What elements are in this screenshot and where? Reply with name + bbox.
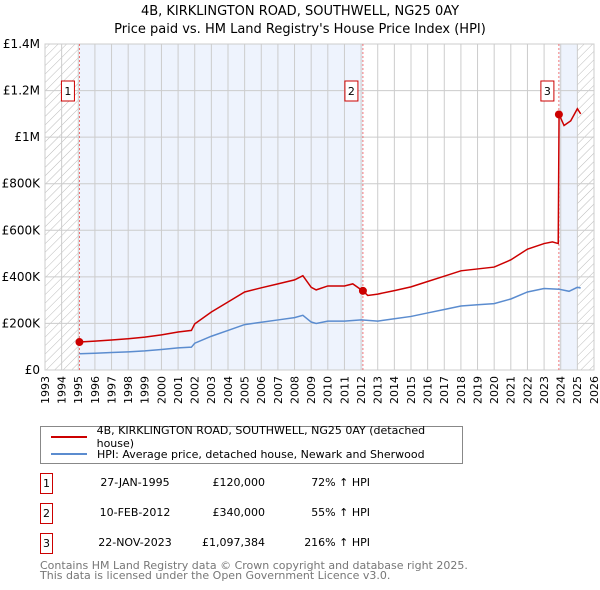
x-tick-label: 1993 (39, 376, 52, 404)
sale-date: 10-FEB-2012 (99, 506, 171, 519)
sale-row: 1 27-JAN-1995 £120,000 72% ↑ HPI (40, 473, 440, 494)
hatched-range (577, 44, 594, 370)
y-tick-label: £200K (2, 316, 42, 330)
sale-label-number: 3 (544, 85, 551, 98)
sale-hpi-diff: 55% ↑ HPI (311, 506, 370, 519)
y-tick-label: £1.4M (3, 37, 40, 51)
x-tick-label: 2017 (438, 376, 451, 404)
x-tick-label: 1997 (105, 376, 118, 404)
x-tick-label: 2012 (355, 376, 368, 404)
shaded-range (558, 44, 578, 370)
x-tick-label: 2003 (205, 376, 218, 404)
sale-row: 3 22-NOV-2023 £1,097,384 216% ↑ HPI (40, 533, 440, 554)
x-tick-label: 2026 (588, 376, 600, 404)
sale-point (358, 286, 367, 295)
x-tick-label: 1995 (72, 376, 85, 404)
x-tick-label: 2004 (222, 376, 235, 404)
sale-number: 2 (40, 503, 53, 524)
x-tick-label: 2025 (571, 376, 584, 404)
y-tick-label: £0 (25, 363, 40, 377)
series-line (79, 286, 581, 355)
x-tick-label: 1998 (122, 376, 135, 404)
x-tick-label: 2000 (155, 376, 168, 404)
x-tick-label: 2002 (189, 376, 202, 404)
x-tick-label: 1999 (139, 376, 152, 404)
price-chart: 1993 1994 1995 1996 1997 1998 1999 2000 2001 2002… (2, 37, 600, 404)
x-tick-label: 2007 (272, 376, 285, 404)
legend-item-property: 4B, KIRKLINGTON ROAD, SOUTHWELL, NG25 0A… (51, 424, 462, 450)
y-tick-label: £400K (2, 270, 42, 284)
sale-label-number: 2 (348, 85, 355, 98)
sale-point (75, 338, 84, 347)
sale-label-box (344, 80, 359, 102)
chart-title: 4B, KIRKLINGTON ROAD, SOUTHWELL, NG25 0A… (140, 4, 460, 19)
chart-subtitle: Price paid vs. HM Land Registry's House … (114, 22, 486, 37)
x-tick-label: 1996 (89, 376, 102, 404)
sale-label-box (540, 80, 555, 102)
x-tick-label: 2011 (338, 376, 351, 404)
legend-label: 4B, KIRKLINGTON ROAD, SOUTHWELL, NG25 0A… (96, 424, 426, 450)
x-tick-label: 2018 (455, 376, 468, 404)
x-tick-label: 2016 (421, 376, 434, 404)
x-tick-label: 2015 (405, 376, 418, 404)
sale-hpi-diff: 216% ↑ HPI (304, 536, 370, 549)
x-tick-label: 2008 (288, 376, 301, 404)
y-tick-label: £1M (14, 130, 40, 144)
sale-hpi-diff: 72% ↑ HPI (311, 476, 370, 489)
sale-number: 3 (40, 533, 53, 554)
sale-price: £1,097,384 (202, 536, 265, 549)
sale-price: £340,000 (212, 506, 266, 519)
x-tick-label: 2005 (238, 376, 251, 404)
y-tick-label: £800K (2, 177, 42, 191)
sale-number: 1 (40, 473, 53, 494)
x-tick-label: 2021 (505, 376, 518, 404)
x-tick-label: 2006 (255, 376, 268, 404)
series-line (79, 107, 582, 343)
footer-copyright: Contains HM Land Registry data © Crown c… (40, 559, 468, 572)
legend-label: HPI: Average price, detached house, Newa… (97, 447, 425, 461)
sale-price: £120,000 (212, 476, 266, 489)
y-tick-label: £1.2M (3, 84, 40, 98)
x-tick-label: 2023 (538, 376, 551, 404)
sale-label-box (60, 80, 75, 102)
sale-row: 2 10-FEB-2012 £340,000 55% ↑ HPI (40, 503, 440, 524)
x-tick-label: 2010 (322, 376, 335, 404)
x-tick-label: 2019 (471, 376, 484, 404)
x-tick-label: 2022 (521, 376, 534, 404)
x-tick-label: 1994 (55, 376, 68, 404)
x-tick-label: 2001 (172, 376, 185, 404)
x-tick-label: 2024 (555, 376, 568, 404)
x-tick-label: 2014 (388, 376, 401, 404)
plot-border (44, 43, 595, 371)
x-tick-label: 2020 (488, 376, 501, 404)
sale-date: 22-NOV-2023 (98, 536, 172, 549)
x-tick-label: 2009 (305, 376, 318, 404)
legend: 4B, KIRKLINGTON ROAD, SOUTHWELL, NG25 0A… (40, 424, 463, 464)
sale-point (554, 110, 563, 119)
shaded-range (79, 44, 363, 370)
legend-item-hpi: HPI: Average price, detached house, Newa… (51, 446, 425, 462)
footer-licence: This data is licensed under the Open Gov… (40, 569, 391, 582)
sale-label-number: 1 (64, 85, 71, 98)
y-tick-label: £600K (2, 223, 42, 237)
x-tick-label: 2013 (372, 376, 385, 404)
sale-date: 27-JAN-1995 (100, 476, 170, 489)
